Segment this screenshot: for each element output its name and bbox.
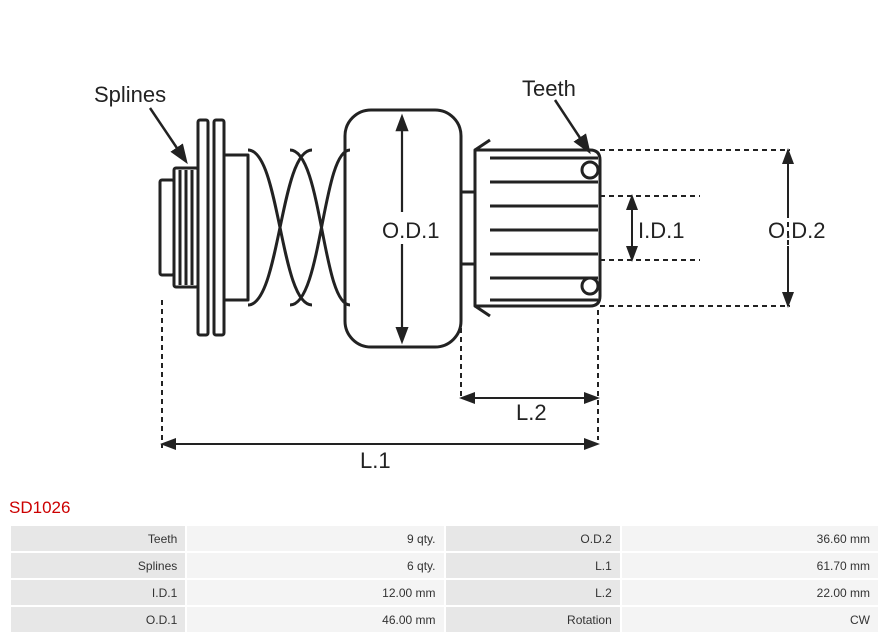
spec-table: Teeth 9 qty. O.D.2 36.60 mm Splines 6 qt… — [9, 524, 880, 634]
spec-value: 6 qty. — [187, 553, 443, 578]
spec-value: 22.00 mm — [622, 580, 878, 605]
label-od2: O.D.2 — [768, 218, 825, 244]
spec-label: Splines — [11, 553, 185, 578]
label-teeth: Teeth — [522, 76, 576, 102]
diagram-svg — [0, 0, 889, 490]
spec-label: Rotation — [446, 607, 620, 632]
spec-label: L.1 — [446, 553, 620, 578]
spec-value: 36.60 mm — [622, 526, 878, 551]
spec-value: 46.00 mm — [187, 607, 443, 632]
table-row: Teeth 9 qty. O.D.2 36.60 mm — [11, 526, 878, 551]
spec-value: CW — [622, 607, 878, 632]
spec-value: 61.70 mm — [622, 553, 878, 578]
spec-label: O.D.1 — [11, 607, 185, 632]
label-od1: O.D.1 — [382, 218, 439, 244]
spec-label: I.D.1 — [11, 580, 185, 605]
label-splines: Splines — [94, 82, 166, 108]
spec-value: 9 qty. — [187, 526, 443, 551]
label-id1: I.D.1 — [638, 218, 684, 244]
spec-label: L.2 — [446, 580, 620, 605]
label-l1: L.1 — [360, 448, 391, 474]
spec-value: 12.00 mm — [187, 580, 443, 605]
spec-label: Teeth — [11, 526, 185, 551]
table-row: I.D.1 12.00 mm L.2 22.00 mm — [11, 580, 878, 605]
table-row: O.D.1 46.00 mm Rotation CW — [11, 607, 878, 632]
part-code: SD1026 — [9, 498, 70, 518]
technical-diagram: Splines Teeth O.D.1 O.D.2 I.D.1 L.2 L.1 — [0, 0, 889, 490]
spec-label: O.D.2 — [446, 526, 620, 551]
table-row: Splines 6 qty. L.1 61.70 mm — [11, 553, 878, 578]
label-l2: L.2 — [516, 400, 547, 426]
